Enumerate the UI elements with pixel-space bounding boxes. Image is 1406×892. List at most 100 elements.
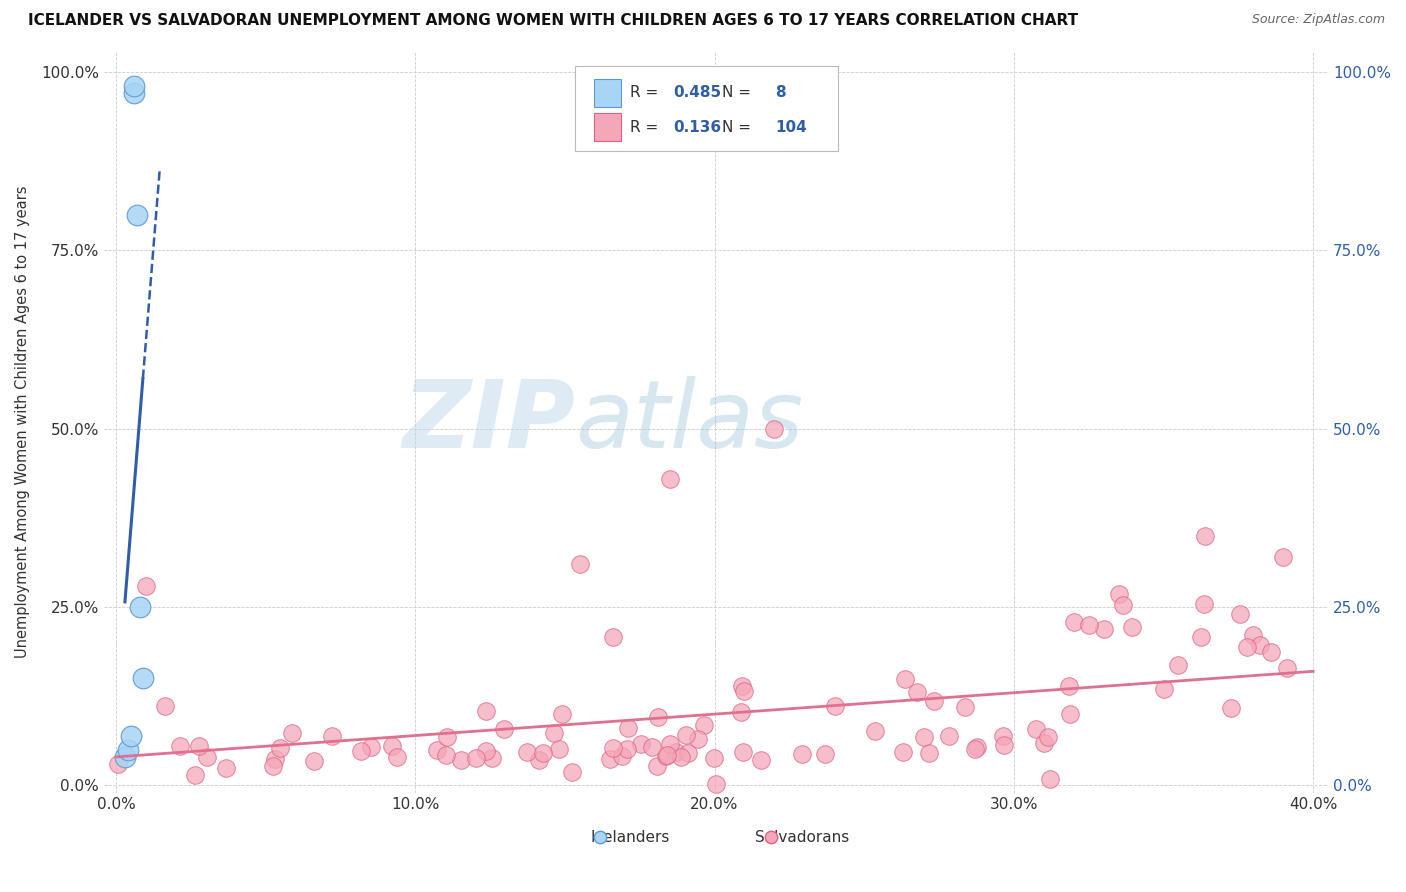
- FancyBboxPatch shape: [593, 78, 620, 107]
- Point: [963, 742, 986, 756]
- Text: ICELANDER VS SALVADORAN UNEMPLOYMENT AMONG WOMEN WITH CHILDREN AGES 6 TO 17 YEAR: ICELANDER VS SALVADORAN UNEMPLOYMENT AMO…: [28, 13, 1078, 29]
- Point: [1059, 706, 1081, 721]
- Point: [1059, 679, 1081, 693]
- Point: [1275, 661, 1298, 675]
- Point: [1025, 723, 1047, 737]
- Point: [1317, 822, 1340, 836]
- Point: [426, 743, 449, 757]
- Point: [938, 729, 960, 743]
- Point: [120, 729, 142, 743]
- Point: [481, 750, 503, 764]
- Point: [387, 749, 409, 764]
- Point: [1039, 772, 1062, 787]
- Point: [686, 731, 709, 746]
- Point: [922, 694, 945, 708]
- Point: [533, 746, 555, 760]
- Point: [195, 750, 218, 764]
- Point: [905, 685, 928, 699]
- Point: [474, 744, 496, 758]
- Point: [114, 750, 136, 764]
- Point: [676, 746, 699, 760]
- Point: [966, 739, 988, 754]
- Point: [665, 745, 688, 759]
- Point: [1219, 701, 1241, 715]
- Point: [128, 600, 150, 615]
- Point: [551, 706, 574, 721]
- Point: [302, 754, 325, 768]
- Point: [599, 752, 621, 766]
- Point: [617, 721, 640, 735]
- Point: [184, 768, 207, 782]
- Point: [824, 698, 846, 713]
- Point: [790, 747, 813, 761]
- Point: [610, 748, 633, 763]
- Point: [912, 730, 935, 744]
- Point: [436, 730, 458, 744]
- Point: [153, 699, 176, 714]
- Point: [548, 742, 571, 756]
- Text: 0.485: 0.485: [673, 86, 721, 101]
- Text: Icelanders: Icelanders: [591, 830, 671, 845]
- Point: [1194, 529, 1216, 543]
- Point: [543, 726, 565, 740]
- FancyBboxPatch shape: [575, 65, 838, 151]
- Point: [993, 729, 1015, 743]
- Point: [117, 743, 139, 757]
- Point: [814, 747, 837, 761]
- Text: N =: N =: [723, 86, 756, 101]
- Text: Source: ZipAtlas.com: Source: ZipAtlas.com: [1251, 13, 1385, 27]
- Point: [360, 740, 382, 755]
- Text: Salvadorans: Salvadorans: [755, 830, 849, 845]
- Point: [1260, 645, 1282, 659]
- Point: [494, 722, 516, 736]
- Point: [602, 630, 624, 644]
- Point: [269, 741, 291, 756]
- Text: N =: N =: [723, 120, 756, 135]
- Point: [169, 739, 191, 754]
- Point: [1236, 640, 1258, 654]
- Text: R =: R =: [630, 120, 664, 135]
- Point: [654, 749, 676, 764]
- Point: [568, 558, 591, 572]
- Point: [1249, 638, 1271, 652]
- Point: [1153, 682, 1175, 697]
- Point: [993, 738, 1015, 752]
- FancyBboxPatch shape: [593, 113, 620, 141]
- Point: [1092, 622, 1115, 636]
- Point: [704, 777, 727, 791]
- Point: [1032, 736, 1054, 750]
- Point: [641, 739, 664, 754]
- Point: [675, 728, 697, 742]
- Point: [630, 737, 652, 751]
- Point: [527, 753, 550, 767]
- Point: [671, 750, 693, 764]
- Point: [262, 758, 284, 772]
- Point: [132, 672, 155, 686]
- Point: [602, 741, 624, 756]
- Point: [893, 673, 915, 687]
- Text: 8: 8: [775, 86, 786, 101]
- Point: [1194, 597, 1216, 611]
- Point: [1189, 630, 1212, 644]
- Point: [1121, 620, 1143, 634]
- Point: [1272, 550, 1295, 565]
- Point: [657, 748, 679, 763]
- Point: [1063, 615, 1085, 629]
- Point: [474, 704, 496, 718]
- Point: [647, 710, 669, 724]
- Text: 0.136: 0.136: [673, 120, 721, 135]
- Point: [125, 208, 148, 222]
- Point: [135, 579, 157, 593]
- Y-axis label: Unemployment Among Women with Children Ages 6 to 17 years: Unemployment Among Women with Children A…: [15, 186, 30, 658]
- Point: [1229, 607, 1251, 621]
- Text: 104: 104: [775, 120, 807, 135]
- Point: [464, 751, 486, 765]
- Point: [731, 679, 754, 693]
- Point: [1243, 628, 1265, 642]
- Point: [107, 757, 129, 772]
- Point: [749, 753, 772, 767]
- Point: [703, 751, 725, 765]
- Point: [918, 746, 941, 760]
- Point: [516, 745, 538, 759]
- Point: [1036, 731, 1059, 745]
